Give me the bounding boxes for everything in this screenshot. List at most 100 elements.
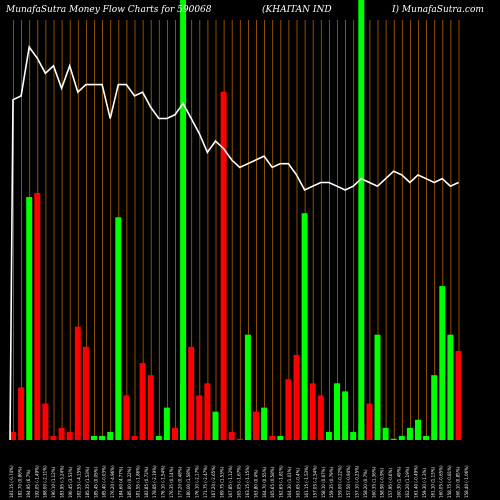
money-flow-bar	[204, 383, 211, 440]
x-tick-label: 185.00 (0.22%)	[127, 467, 132, 499]
x-tick-label: 169.75 (1.53%)	[220, 466, 225, 498]
x-tick-label: 159.35 (0.79%)	[329, 466, 334, 498]
money-flow-bars	[10, 91, 462, 440]
x-tick-label: 158.75 (-0.81%)	[447, 465, 452, 498]
money-flow-bar	[139, 363, 146, 440]
money-flow-bar	[439, 286, 446, 440]
money-flow-bar	[390, 438, 397, 440]
price-line-group	[9, 44, 459, 441]
money-flow-bar	[269, 435, 276, 440]
x-tick-label: 185.45 (0.05%)	[93, 467, 98, 499]
money-flow-bar	[91, 435, 97, 440]
x-tick-label: 194.95 (6.7%)	[26, 469, 31, 498]
money-flow-bar	[131, 435, 138, 440]
money-flow-bar	[382, 427, 389, 440]
x-tick-label: 164.30 (1.01%)	[287, 467, 292, 499]
x-tick-label: 185.35 (1.53%)	[85, 466, 90, 498]
money-flow-bar	[334, 383, 340, 440]
x-tick-label: 167.20 (-2.65%)	[211, 465, 216, 498]
money-flow-bar	[374, 334, 381, 440]
x-tick-label: 180.00 (1.58%)	[186, 466, 191, 498]
money-flow-bar	[196, 395, 203, 440]
x-tick-label: 178.85 (-2.19%)	[152, 465, 157, 498]
chart-title-right: I) MunafaSutra.com	[391, 4, 484, 15]
x-tick-label: 157.05 (-2.54%)	[312, 465, 317, 498]
money-flow-bar	[18, 387, 25, 440]
x-tick-label: 161.10 (1.13%)	[430, 466, 435, 498]
money-flow-bar	[228, 431, 235, 440]
money-flow-bar	[188, 346, 195, 440]
x-tick-label: 163.65 (-0.4%)	[296, 468, 301, 498]
x-tick-label: 160.30 (1.49%)	[397, 466, 402, 498]
x-tick-label: 160.10 (0.85%)	[456, 466, 461, 498]
x-tick-label: 183.95 (-3.24%)	[60, 465, 65, 498]
money-flow-bar	[253, 411, 259, 440]
money-flow-bar	[155, 435, 162, 440]
x-tick-label: 190.45 (3.53%)	[68, 466, 73, 498]
money-flow-bar	[66, 431, 73, 440]
money-flow-bar	[147, 375, 154, 440]
money-flow-bar	[123, 395, 130, 440]
x-tick-label: 165.65 (0.58%)	[270, 466, 275, 498]
x-tick-label: 158.10 (0.67%)	[321, 467, 326, 499]
x-tick-labels: 181.15 (-0.74%) 182.70 (0.86%) 194.95 (6.7…	[9, 465, 469, 498]
money-flow-bar	[431, 375, 438, 440]
x-tick-label: 190.10 (1.12%)	[51, 466, 56, 498]
money-flow-bar	[366, 403, 373, 440]
money-flow-bar	[99, 435, 106, 440]
x-tick-label: 181.15 (-0.74%)	[9, 465, 14, 498]
money-flow-bar	[455, 350, 462, 440]
x-tick-label: 182.70 (0.86%)	[17, 466, 22, 498]
x-tick-label: 158.20 (0.7%)	[363, 469, 368, 498]
money-flow-bar	[358, 423, 365, 440]
x-tick-label: 159.30 (-1.3%)	[422, 468, 427, 498]
x-tick-label: 176.10 (-2.17%)	[194, 465, 199, 498]
x-tick-label: 161.15 (-1.53%)	[304, 465, 309, 498]
x-tick-label: 182.55 (-4.15%)	[76, 465, 81, 498]
x-tick-label: 162.65 (-1.81%)	[279, 465, 284, 498]
x-tick-label: 158.40 (-1.06%)	[464, 465, 469, 498]
chart-title-left: MunafaSutra Money Flow Charts for 590068	[5, 5, 212, 15]
price-line	[9, 44, 459, 441]
x-tick-label: 164.70 (0.55%)	[262, 466, 267, 498]
x-tick-label: 160.35 (1.36%)	[371, 466, 376, 498]
money-flow-bar	[277, 435, 284, 440]
x-tick-label: 182.85 (0.72%)	[144, 466, 149, 498]
x-tick-label: 165.05 (-1.67%)	[237, 465, 242, 498]
money-flow-bar	[325, 431, 332, 440]
money-flow-bar	[447, 334, 454, 440]
money-flow-bar	[115, 217, 122, 440]
x-tick-label: 171.75 (-2.47%)	[203, 465, 208, 498]
money-flow-bar	[398, 435, 405, 440]
money-flow-bar	[309, 383, 316, 440]
x-tick-label: 188.00 (-2.11%)	[43, 465, 48, 498]
x-tick-label: 157.50 (-0.94%)	[346, 465, 351, 498]
money-flow-bar	[10, 431, 16, 440]
money-flow-bar	[172, 427, 178, 440]
money-flow-bar	[107, 431, 114, 440]
money-flow-bar	[350, 431, 357, 440]
highlight-bar	[180, 0, 187, 440]
x-tick-label: 160.05 (-0.65%)	[439, 465, 444, 498]
x-tick-label: 157.10 (-0.25%)	[355, 465, 360, 498]
money-flow-bar	[58, 427, 65, 440]
x-tick-label: 184.60 (4.77%)	[119, 466, 124, 498]
chart-title-mid: (KHAITAN IND	[262, 4, 332, 15]
x-tick-label: 159.00 (-0.22%)	[338, 465, 343, 498]
x-tick-label: 176.10 (-1.54%)	[161, 465, 166, 498]
money-flow-bar	[423, 435, 430, 440]
x-tick-label: 158.90 (-0.9%)	[380, 468, 385, 498]
x-tick-label: 181.55 (-1.86%)	[135, 465, 140, 498]
money-flow-bar	[244, 334, 251, 440]
money-flow-bar	[293, 354, 300, 440]
money-flow-bar	[220, 91, 227, 440]
x-tick-label: 185.40 (-0.03%)	[102, 465, 107, 498]
money-flow-bar	[236, 438, 243, 440]
money-flow-bar	[34, 192, 41, 440]
x-tick-label: 162.20 (1.19%)	[405, 466, 410, 498]
money-flow-bar	[50, 435, 57, 440]
money-flow-bar	[342, 391, 349, 440]
highlight-bar	[358, 0, 365, 440]
money-flow-bar	[285, 379, 292, 440]
x-tick-label: 176.20 (-4.96%)	[110, 465, 115, 498]
